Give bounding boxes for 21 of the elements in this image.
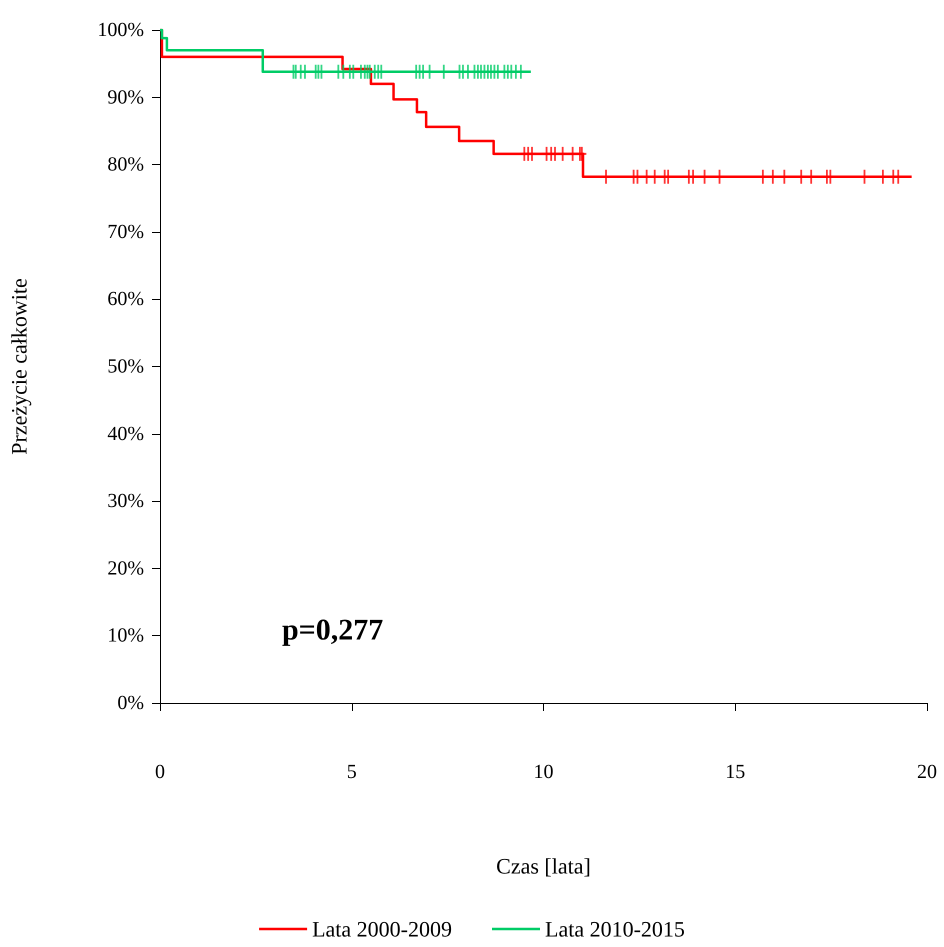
y-tick-label: 70% — [107, 220, 144, 243]
y-tick-label: 30% — [107, 490, 144, 512]
y-tick-label: 90% — [107, 86, 144, 108]
x-tick-label: 20 — [917, 761, 937, 783]
x-tick-label: 0 — [155, 761, 165, 783]
annotation: p=0,277 — [282, 614, 384, 646]
y-tick-label: 10% — [107, 624, 144, 647]
x-axis-title: Czas [lata] — [496, 854, 591, 878]
y-tick-label: 0% — [117, 692, 144, 714]
y-axis-title: Przeżycie całkowite — [6, 278, 32, 455]
legend-label: Lata 2010-2015 — [545, 916, 685, 942]
x-tick-label: 10 — [534, 761, 554, 783]
y-tick-label: 60% — [107, 288, 144, 310]
y-tick-label: 50% — [107, 356, 144, 378]
legend-label: Lata 2000-2009 — [312, 916, 452, 942]
y-tick-label: 80% — [107, 154, 144, 176]
y-tick-label: 20% — [107, 557, 144, 580]
y-tick-label: 100% — [97, 19, 144, 41]
x-tick-label: 5 — [346, 761, 357, 783]
x-tick-label: 15 — [725, 761, 746, 783]
y-tick-label: 40% — [107, 422, 144, 445]
